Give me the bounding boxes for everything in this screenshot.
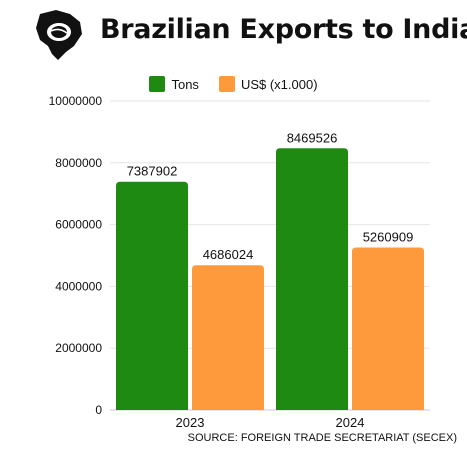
- bar: [192, 265, 264, 410]
- legend-swatch-tons: [149, 76, 166, 92]
- chart-title: Brazilian Exports to India: [100, 14, 467, 45]
- legend-swatch-usd: [218, 76, 235, 92]
- legend-item-tons: Tons: [149, 76, 199, 92]
- data-label: 5260909: [363, 229, 414, 244]
- x-tick-label: 2024: [336, 415, 365, 430]
- legend-label-usd: US$ (x1.000): [240, 76, 318, 92]
- bar: [352, 247, 424, 410]
- y-tick-label: 2000000: [55, 341, 102, 355]
- data-label: 8469526: [287, 130, 338, 145]
- legend-item-usd: US$ (x1.000): [218, 76, 318, 92]
- legend-label-tons: Tons: [171, 76, 199, 92]
- data-label: 7387902: [127, 164, 178, 179]
- source-note: SOURCE: FOREIGN TRADE SECRETARIAT (SECEX…: [187, 432, 457, 444]
- bar: [276, 148, 348, 411]
- y-tick-label: 8000000: [55, 156, 102, 170]
- data-label: 4686024: [203, 247, 254, 262]
- y-tick-label: 10000000: [49, 94, 103, 108]
- y-tick-label: 6000000: [55, 218, 102, 232]
- x-tick-label: 2023: [176, 415, 205, 430]
- legend: Tons US$ (x1.000): [0, 76, 467, 92]
- header: Brazilian Exports to India: [0, 0, 467, 68]
- y-tick-label: 4000000: [55, 279, 102, 293]
- brazil-flag-logo-icon: [36, 10, 82, 60]
- bar: [116, 181, 188, 410]
- y-tick-label: 0: [95, 403, 102, 417]
